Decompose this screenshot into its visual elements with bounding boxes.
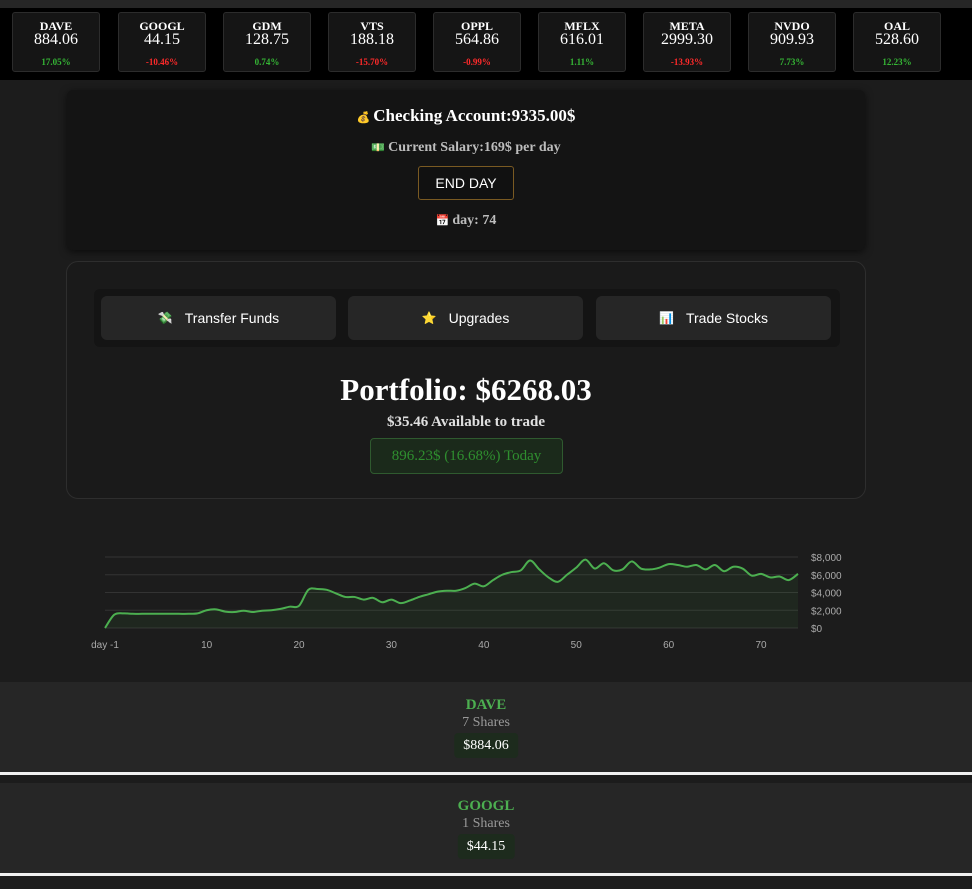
ticker-symbol: META bbox=[669, 19, 705, 33]
ticker-symbol: DAVE bbox=[39, 19, 73, 33]
y-tick-label: $2,000 bbox=[811, 606, 842, 617]
ticker-change: 0.74% bbox=[254, 57, 280, 67]
ticker-card-vts[interactable]: VTS 188.18 -15.70% bbox=[328, 12, 416, 72]
money-wings-icon: 💸 bbox=[157, 311, 173, 325]
holding-price: $44.15 bbox=[457, 834, 515, 859]
holding-shares: 1 Shares bbox=[462, 816, 510, 831]
checking-account-label: Checking Account:9335.00$ bbox=[373, 106, 576, 125]
upgrades-label: Upgrades bbox=[448, 310, 510, 326]
ticker-symbol: NVDO bbox=[774, 19, 810, 33]
stock-ticker: DAVE 884.06 17.05% GOOGL 44.15 -10.46% G… bbox=[0, 0, 972, 80]
ticker-card-meta[interactable]: META 2999.30 -13.93% bbox=[643, 12, 731, 72]
portfolio-value: Portfolio: $6268.03 bbox=[340, 372, 592, 407]
y-tick-label: $4,000 bbox=[811, 589, 842, 600]
ticker-change: 17.05% bbox=[41, 57, 71, 67]
ticker-price: 44.15 bbox=[144, 31, 180, 48]
x-tick-label: 10 bbox=[201, 640, 213, 651]
divider bbox=[0, 873, 972, 876]
ticker-symbol: OPPL bbox=[461, 19, 493, 33]
ticker-symbol: GDM bbox=[252, 19, 282, 33]
x-tick-label: 50 bbox=[571, 640, 583, 651]
ticker-change: -13.93% bbox=[670, 57, 704, 67]
available-to-trade: $35.46 Available to trade bbox=[386, 414, 546, 430]
holding-symbol: DAVE bbox=[465, 697, 507, 713]
transfer-funds-label: Transfer Funds bbox=[184, 310, 280, 326]
ticker-symbol: GOOGL bbox=[139, 19, 185, 33]
ticker-card-nvdo[interactable]: NVDO 909.93 7.73% bbox=[748, 12, 836, 72]
holding-row-googl[interactable]: GOOGL 1 Shares $44.15 bbox=[0, 783, 972, 873]
day-counter: 📅 day: 74 bbox=[67, 213, 865, 229]
trade-stocks-button[interactable]: 📊 Trade Stocks bbox=[596, 296, 831, 340]
x-tick-label: 70 bbox=[755, 640, 767, 651]
ticker-change: -10.46% bbox=[145, 57, 179, 67]
trade-stocks-label: Trade Stocks bbox=[685, 310, 768, 326]
ticker-change: 7.73% bbox=[779, 57, 805, 67]
ticker-price: 188.18 bbox=[350, 31, 394, 48]
ticker-card-mflx[interactable]: MFLX 616.01 1.11% bbox=[538, 12, 626, 72]
ticker-price: 2999.30 bbox=[661, 31, 713, 48]
money-bag-icon: 💰 bbox=[356, 112, 371, 124]
upgrades-button[interactable]: ⭐ Upgrades bbox=[348, 296, 583, 340]
y-tick-label: $8,000 bbox=[811, 553, 842, 564]
ticker-card-dave[interactable]: DAVE 884.06 17.05% bbox=[12, 12, 100, 72]
holding-shares: 7 Shares bbox=[462, 715, 510, 730]
portfolio-chart: $8,000 $6,000 $4,000 $2,000 $0 day -1 10 20 30 40… bbox=[91, 553, 842, 651]
ticker-symbol: MFLX bbox=[564, 19, 600, 33]
ticker-price: 616.01 bbox=[560, 31, 604, 48]
end-day-button[interactable]: END DAY bbox=[418, 166, 514, 200]
dollar-bill-icon: 💵 bbox=[371, 142, 386, 154]
ticker-card-gdm[interactable]: GDM 128.75 0.74% bbox=[223, 12, 311, 72]
ticker-change: -0.99% bbox=[463, 57, 491, 67]
ticker-symbol: OAL bbox=[883, 19, 910, 33]
divider bbox=[0, 772, 972, 775]
ticker-price: 528.60 bbox=[875, 31, 919, 48]
x-tick-label: 20 bbox=[293, 640, 305, 651]
holding-price: $884.06 bbox=[454, 733, 518, 758]
x-tick-label: 30 bbox=[386, 640, 398, 651]
calendar-icon: 📅 bbox=[435, 215, 450, 227]
x-tick-label: 40 bbox=[478, 640, 490, 651]
ticker-card-oppl[interactable]: OPPL 564.86 -0.99% bbox=[433, 12, 521, 72]
action-nav: 💸 Transfer Funds ⭐ Upgrades 📊 Trade Stocks bbox=[94, 289, 840, 347]
transfer-funds-button[interactable]: 💸 Transfer Funds bbox=[101, 296, 336, 340]
ticker-price: 564.86 bbox=[455, 31, 499, 48]
day-counter-label: day: 74 bbox=[452, 213, 497, 228]
current-salary: 💵 Current Salary:169$ per day bbox=[67, 140, 865, 156]
checking-account: 💰 Checking Account:9335.00$ bbox=[67, 106, 865, 126]
ticker-card-oal[interactable]: OAL 528.60 12.23% bbox=[853, 12, 941, 72]
portfolio-panel: 💸 Transfer Funds ⭐ Upgrades 📊 Trade Stocks … bbox=[66, 261, 866, 499]
ticker-change: 1.11% bbox=[569, 57, 595, 67]
star-icon: ⭐ bbox=[421, 311, 437, 325]
x-tick-label: 60 bbox=[663, 640, 675, 651]
holding-row-dave[interactable]: DAVE 7 Shares $884.06 bbox=[0, 682, 972, 772]
today-change-badge: 896.23$ (16.68%) Today bbox=[370, 438, 563, 474]
ticker-symbol: VTS bbox=[360, 19, 384, 33]
ticker-price: 128.75 bbox=[245, 31, 289, 48]
ticker-price: 909.93 bbox=[770, 31, 814, 48]
ticker-price: 884.06 bbox=[34, 31, 78, 48]
current-salary-label: Current Salary:169$ per day bbox=[388, 140, 561, 155]
y-tick-label: $0 bbox=[811, 624, 823, 635]
y-tick-label: $6,000 bbox=[811, 571, 842, 582]
series-area bbox=[105, 559, 798, 628]
x-tick-label: day -1 bbox=[91, 640, 119, 651]
ticker-change: -15.70% bbox=[355, 57, 389, 67]
bar-chart-icon: 📊 bbox=[659, 311, 674, 325]
ticker-change: 12.23% bbox=[882, 57, 912, 67]
series-line bbox=[104, 558, 799, 629]
ticker-card-googl[interactable]: GOOGL 44.15 -10.46% bbox=[118, 12, 206, 72]
account-panel: 💰 Checking Account:9335.00$ 💵 Current Sala… bbox=[67, 90, 865, 250]
holding-symbol: GOOGL bbox=[457, 798, 515, 814]
